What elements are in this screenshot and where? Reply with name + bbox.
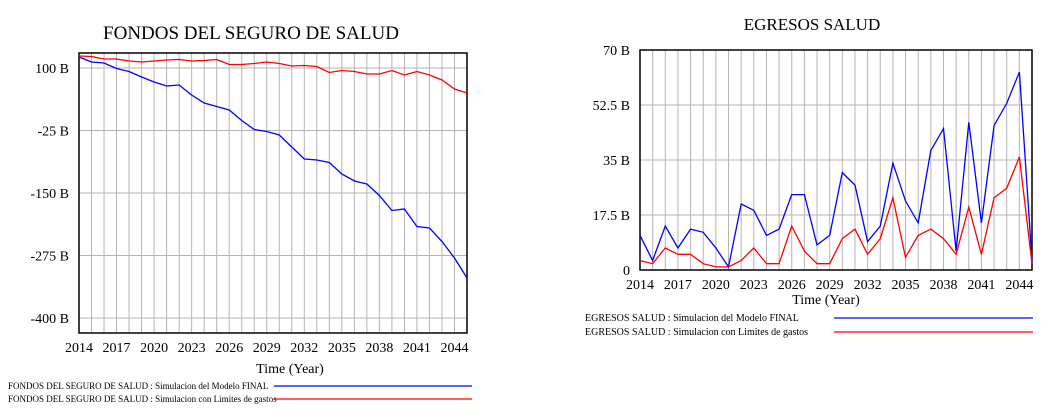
x-tick-label: 2029 [253,341,281,356]
x-tick-label: 2017 [664,278,692,293]
legend-label: EGRESOS SALUD : Simulacion del Modelo FI… [585,313,799,324]
y-tick-label: -150 B [31,187,70,202]
y-tick-label: -25 B [38,125,70,140]
y-tick-label: 35 B [603,154,630,169]
y-tick-label: -275 B [31,250,70,265]
series-line-1 [78,56,468,279]
x-tick-label: 2044 [1005,278,1033,293]
x-tick-label: 2035 [892,278,920,293]
x-tick-label: 2023 [740,278,768,293]
chart-title: FONDOS DEL SEGURO DE SALUD [103,23,399,44]
legend-label: EGRESOS SALUD : Simulacion con Limites d… [585,327,808,338]
x-tick-label: 2038 [929,278,957,293]
x-tick-label: 2014 [626,278,654,293]
x-tick-label: 2026 [778,278,806,293]
x-tick-label: 2044 [440,341,468,356]
legend-label: FONDOS DEL SEGURO DE SALUD : Simulacion … [8,381,268,391]
plot-frame [639,49,1033,271]
y-tick-label: 100 B [35,62,69,77]
x-tick-label: 2029 [816,278,844,293]
x-tick-label: 2038 [365,341,393,356]
x-axis-label: Time (Year) [256,362,324,377]
y-tick-label: 0 [623,264,630,279]
x-tick-label: 2014 [65,341,93,356]
x-tick-label: 2020 [702,278,730,293]
x-tick-label: 2017 [103,341,131,356]
x-axis-label: Time (Year) [792,293,860,308]
series-line-1 [639,71,1033,269]
x-tick-label: 2032 [290,341,318,356]
x-tick-label: 2026 [215,341,243,356]
x-tick-label: 2032 [854,278,882,293]
y-tick-label: -400 B [31,312,70,327]
x-tick-label: 2023 [178,341,206,356]
x-tick-label: 2041 [403,341,431,356]
y-tick-label: 70 B [603,44,630,59]
y-tick-label: 17.5 B [593,209,630,224]
chart-1: FONDOS DEL SEGURO DE SALUD 100 B -25 B -150… [8,23,472,404]
x-tick-label: 2020 [140,341,168,356]
y-tick-label: 52.5 B [593,99,630,114]
series-line-2 [78,55,468,94]
x-tick-label: 2035 [328,341,356,356]
x-tick-label: 2041 [967,278,995,293]
plot-frame [78,52,468,334]
legend-label: FONDOS DEL SEGURO DE SALUD : Simulacion … [8,394,277,404]
series-line-2 [639,156,1033,268]
chart-title: EGRESOS SALUD [744,15,881,34]
